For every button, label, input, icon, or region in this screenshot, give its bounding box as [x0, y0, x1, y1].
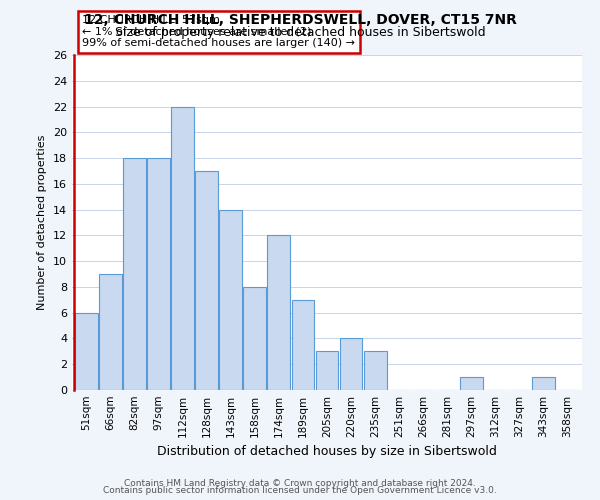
Bar [75, 312, 98, 390]
Bar [532, 377, 555, 390]
Text: Contains HM Land Registry data © Crown copyright and database right 2024.: Contains HM Land Registry data © Crown c… [124, 478, 476, 488]
Bar [340, 338, 362, 390]
Bar [147, 158, 170, 390]
Text: Size of property relative to detached houses in Sibertswold: Size of property relative to detached ho… [115, 26, 485, 39]
Y-axis label: Number of detached properties: Number of detached properties [37, 135, 47, 310]
Text: Contains public sector information licensed under the Open Government Licence v3: Contains public sector information licen… [103, 486, 497, 495]
Bar [171, 106, 194, 390]
Bar [364, 352, 386, 390]
Bar [292, 300, 314, 390]
Text: 12 CHURCH HILL: 57sqm
← 1% of detached houses are smaller (2)
99% of semi-detach: 12 CHURCH HILL: 57sqm ← 1% of detached h… [82, 15, 355, 48]
Bar [244, 287, 266, 390]
Text: 12, CHURCH HILL, SHEPHERDSWELL, DOVER, CT15 7NR: 12, CHURCH HILL, SHEPHERDSWELL, DOVER, C… [83, 12, 517, 26]
Bar [195, 171, 218, 390]
Bar [123, 158, 146, 390]
Bar [99, 274, 122, 390]
Bar [268, 236, 290, 390]
X-axis label: Distribution of detached houses by size in Sibertswold: Distribution of detached houses by size … [157, 446, 497, 458]
Bar [220, 210, 242, 390]
Bar [316, 352, 338, 390]
Bar [460, 377, 483, 390]
